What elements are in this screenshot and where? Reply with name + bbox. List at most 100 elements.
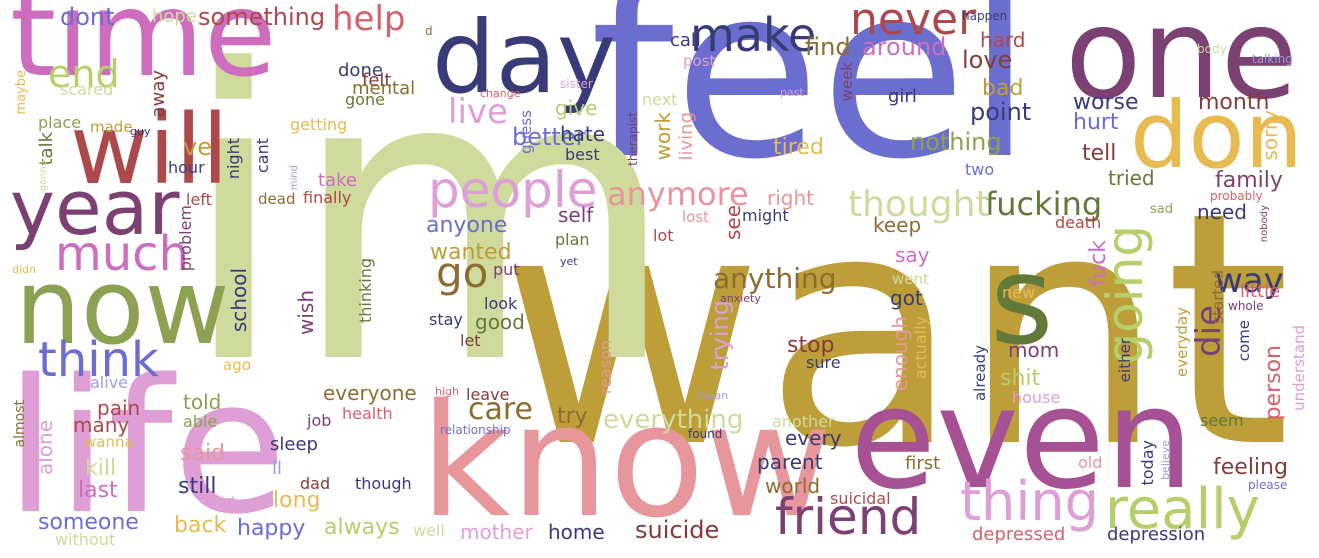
word-kill: kill: [85, 456, 117, 481]
word-let: let: [460, 331, 481, 350]
word-last: last: [78, 478, 118, 503]
word-leave: leave: [466, 385, 510, 404]
word-thing: thing: [960, 470, 1099, 533]
word-dead: dead: [258, 190, 296, 208]
word-sure: sure: [806, 353, 841, 372]
word-relationship: relationship: [440, 423, 511, 437]
word-though: though: [355, 474, 412, 493]
word-cant: cant: [253, 138, 272, 174]
word-everyday: everyday: [1173, 307, 1191, 377]
word-another: another: [772, 412, 835, 431]
word-went: went: [892, 270, 929, 288]
word-either: either: [1116, 338, 1134, 383]
word-good: good: [475, 310, 525, 334]
word-many: many: [73, 413, 130, 437]
word-body: body: [1197, 42, 1227, 56]
word-sister: sister: [560, 77, 593, 91]
word-hard: hard: [980, 28, 1026, 52]
word-trying: trying: [706, 300, 734, 371]
word-suicidal: suicidal: [830, 489, 891, 508]
word-able: able: [183, 412, 218, 431]
word-anymore: anymore: [607, 175, 749, 213]
word-something: something: [198, 3, 326, 31]
word-see: see: [721, 205, 745, 241]
word-tired: tired: [773, 135, 824, 160]
word-problem: problem: [176, 205, 195, 272]
word-finally: finally: [303, 188, 352, 207]
word-will: will: [70, 94, 229, 206]
word-give: give: [555, 96, 598, 120]
word-made: made: [90, 118, 133, 136]
word-people: people: [428, 161, 598, 219]
word-work: work: [651, 112, 675, 161]
word-every: every: [785, 426, 842, 450]
word-understand: understand: [1290, 325, 1308, 411]
word-even: even: [850, 358, 1194, 521]
word-started: started: [1209, 270, 1227, 324]
word-always: always: [324, 515, 400, 540]
word-old: old: [1078, 453, 1103, 472]
word-yet: yet: [560, 255, 578, 268]
word-life: life: [5, 339, 287, 555]
word-d: d: [425, 24, 433, 38]
word-now: now: [15, 246, 230, 368]
word-lost: lost: [682, 208, 710, 226]
word-one: one: [1065, 0, 1298, 127]
word-world: world: [765, 474, 821, 498]
word-fucking: fucking: [985, 185, 1103, 223]
word-mind: mind: [289, 165, 300, 191]
word-alone: alone: [33, 420, 57, 476]
word-guy: guy: [130, 125, 151, 138]
word-two: two: [965, 160, 995, 179]
word-sorry: sorry: [1258, 110, 1282, 161]
word-left: left: [186, 190, 212, 209]
word-take: take: [318, 170, 357, 191]
word-anxiety: anxiety: [720, 292, 761, 305]
word-s: s: [990, 230, 1054, 372]
word-told: told: [183, 390, 222, 414]
word-family: family: [1215, 168, 1283, 193]
word-already: already: [971, 345, 989, 402]
word-job: job: [307, 411, 332, 430]
word-whole: whole: [1228, 299, 1264, 313]
word-scared: scared: [60, 80, 114, 99]
word-anyone: anyone: [426, 213, 508, 238]
word-stay: stay: [429, 310, 463, 329]
word-know: know: [420, 370, 833, 552]
word-pain: pain: [97, 396, 141, 420]
word-go: go: [436, 248, 489, 297]
word-everything: everything: [603, 405, 744, 435]
word-nobody: nobody: [1259, 205, 1270, 243]
word-depression: depression: [1107, 524, 1206, 545]
word-year: year: [10, 163, 180, 252]
word-put: put: [493, 260, 520, 279]
word-talking: talking: [1252, 52, 1293, 66]
word-really: really: [1105, 477, 1260, 542]
word-don: don: [1130, 82, 1303, 189]
word-ago: ago: [223, 356, 251, 374]
word-guess: guess: [517, 110, 535, 154]
word-please: please: [1248, 478, 1288, 492]
word-gone: gone: [345, 90, 385, 109]
word-week: week: [838, 62, 856, 102]
word-gonna: gonna: [38, 160, 49, 192]
word-better: better: [512, 123, 586, 151]
word-hurt: hurt: [1073, 110, 1119, 135]
word-way: way: [1215, 261, 1284, 301]
word-anything: anything: [713, 262, 837, 295]
word-hour: hour: [168, 158, 205, 177]
word-mental: mental: [352, 78, 416, 99]
word-day: day: [432, 0, 616, 116]
word-girl: girl: [888, 86, 917, 107]
word-past: past: [780, 86, 804, 99]
word-almost: almost: [12, 400, 28, 448]
word-wanted: wanted: [430, 240, 512, 265]
word-think: think: [38, 332, 159, 388]
word-keep: keep: [873, 213, 922, 237]
word-much: much: [55, 226, 189, 282]
word-time: time: [10, 0, 277, 103]
word-need: need: [1197, 200, 1247, 224]
word-stop: stop: [787, 333, 835, 358]
word-feeling: feeling: [1213, 455, 1288, 480]
word-home: home: [548, 520, 605, 544]
